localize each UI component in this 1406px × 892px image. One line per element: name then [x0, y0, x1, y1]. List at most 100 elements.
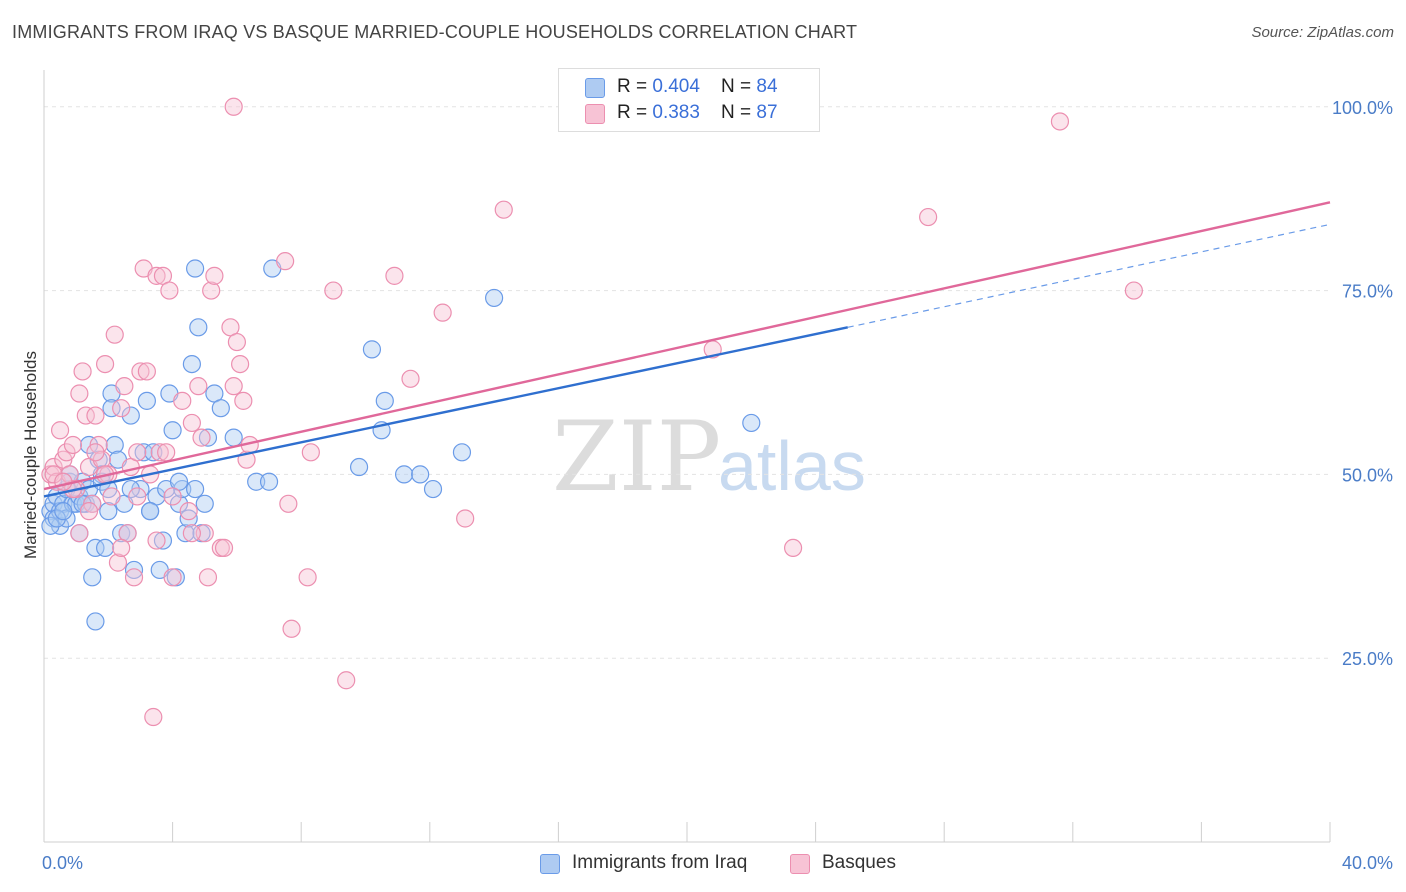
- point-iraq-61: [224, 428, 243, 447]
- point-basques-17: [95, 354, 115, 374]
- point-basques-51: [224, 377, 243, 396]
- point-iraq-19: [83, 568, 102, 587]
- bottom-swatch-basques: [790, 854, 810, 874]
- point-basques-26: [124, 568, 144, 587]
- point-iraq-43: [153, 531, 173, 550]
- point-basques-68: [494, 200, 513, 219]
- point-basques-63: [337, 671, 356, 690]
- point-basques-27: [128, 443, 147, 462]
- point-iraq-81: [140, 502, 160, 521]
- point-iraq-71: [423, 479, 443, 499]
- point-basques-62: [324, 281, 343, 300]
- point-iraq-62: [247, 472, 266, 491]
- point-basques-79: [112, 538, 131, 558]
- point-basques-10: [73, 362, 92, 381]
- point-iraq-34: [121, 406, 140, 425]
- point-basques-20: [105, 325, 124, 344]
- point-iraq-50: [176, 524, 195, 543]
- point-basques-33: [147, 266, 166, 285]
- source-credit: Source: ZipAtlas.com: [1251, 24, 1394, 41]
- point-basques-46: [202, 281, 221, 300]
- point-basques-73: [1124, 281, 1143, 300]
- point-iraq-83: [54, 502, 73, 521]
- point-iraq-70: [411, 465, 430, 484]
- point-basques-57: [276, 252, 295, 271]
- data-points: [41, 97, 1143, 727]
- chart-title: IMMIGRANTS FROM IRAQ VS BASQUE MARRIED-C…: [12, 22, 858, 42]
- trend-lines: [43, 201, 1331, 498]
- point-basques-86: [86, 443, 105, 462]
- point-basques-38: [163, 568, 182, 587]
- legend-stats-basques: R = 0.383 N = 87: [617, 102, 778, 123]
- point-basques-23: [115, 377, 134, 396]
- watermark-zip: ZIP: [552, 401, 721, 513]
- point-iraq-17: [79, 435, 99, 455]
- point-iraq-40: [144, 443, 163, 462]
- point-iraq-80: [121, 479, 140, 499]
- point-iraq-72: [452, 443, 472, 462]
- point-basques-80: [128, 487, 147, 506]
- point-basques-21: [108, 553, 128, 572]
- point-iraq-37: [134, 443, 153, 462]
- point-basques-82: [163, 487, 182, 506]
- point-basques-53: [231, 354, 250, 374]
- point-iraq-52: [182, 354, 201, 374]
- point-basques-75: [44, 465, 63, 484]
- point-iraq-48: [169, 494, 189, 513]
- point-basques-9: [70, 384, 89, 403]
- point-basques-60: [298, 568, 317, 587]
- point-iraq-25: [95, 538, 115, 558]
- bottom-swatch-iraq: [540, 854, 560, 874]
- bottom-legend-label-iraq: Immigrants from Iraq: [572, 852, 748, 873]
- point-basques-54: [234, 391, 253, 410]
- point-iraq-55: [189, 318, 208, 337]
- point-basques-83: [182, 524, 201, 543]
- point-basques-81: [147, 531, 166, 550]
- point-iraq-74: [742, 413, 761, 433]
- point-basques-41: [182, 413, 201, 433]
- point-basques-14: [86, 406, 105, 425]
- point-basques-42: [189, 377, 208, 396]
- point-basques-40: [179, 502, 198, 521]
- watermark-atlas: atlas: [718, 427, 866, 505]
- point-iraq-63: [259, 472, 279, 491]
- point-basques-72: [1050, 112, 1070, 131]
- point-iraq-58: [198, 428, 218, 447]
- point-basques-30: [137, 362, 156, 381]
- point-iraq-65: [349, 457, 369, 477]
- axes: [43, 70, 1331, 843]
- point-basques-64: [385, 266, 404, 285]
- legend-swatch-iraq: [585, 78, 605, 98]
- point-iraq-75: [41, 516, 60, 535]
- point-basques-34: [150, 443, 169, 462]
- point-basques-45: [198, 568, 218, 587]
- point-basques-7: [63, 435, 83, 455]
- point-iraq-38: [137, 391, 156, 410]
- x-tick-label-end: 40.0%: [1342, 853, 1393, 873]
- point-basques-19: [102, 487, 121, 506]
- point-basques-61: [301, 443, 320, 462]
- point-iraq-20: [86, 612, 105, 631]
- point-iraq-73: [485, 288, 504, 308]
- point-iraq-35: [124, 560, 144, 580]
- point-basques-67: [456, 509, 475, 528]
- point-iraq-69: [394, 465, 414, 484]
- point-basques-74: [224, 97, 243, 116]
- point-iraq-31: [112, 524, 131, 543]
- y-tick-label-75: 75.0%: [1342, 282, 1393, 302]
- point-iraq-51: [179, 509, 198, 528]
- legend-stats-iraq: R = 0.404 N = 84: [617, 76, 778, 97]
- point-basques-52: [227, 332, 246, 352]
- point-basques-32: [144, 707, 163, 727]
- point-iraq-26: [99, 502, 118, 521]
- point-iraq-29: [105, 435, 124, 455]
- point-basques-70: [783, 538, 803, 558]
- legend-swatch-basques: [585, 104, 605, 124]
- point-iraq-28: [102, 399, 121, 418]
- point-basques-37: [160, 281, 179, 300]
- point-iraq-21: [86, 538, 105, 558]
- x-tick-label-start: 0.0%: [42, 853, 83, 873]
- point-iraq-66: [362, 340, 382, 359]
- trend-line-iraq: [43, 326, 848, 498]
